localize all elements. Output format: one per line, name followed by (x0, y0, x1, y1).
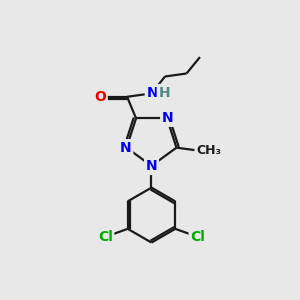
Text: N: N (120, 141, 132, 155)
Text: H: H (158, 85, 170, 100)
Text: N: N (146, 85, 158, 100)
Text: O: O (94, 90, 106, 104)
Text: Cl: Cl (190, 230, 205, 244)
Text: N: N (146, 159, 157, 173)
Text: Cl: Cl (98, 230, 113, 244)
Text: CH₃: CH₃ (196, 144, 221, 157)
Text: N: N (162, 111, 173, 125)
